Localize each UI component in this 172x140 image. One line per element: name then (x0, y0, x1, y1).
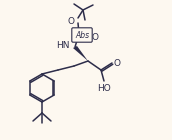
FancyBboxPatch shape (72, 28, 92, 42)
Text: O: O (92, 32, 99, 41)
Text: O: O (113, 59, 120, 67)
Text: HO: HO (97, 84, 111, 93)
Text: HN: HN (56, 41, 70, 51)
Text: O: O (68, 18, 75, 26)
Polygon shape (73, 46, 88, 61)
Text: Abs: Abs (75, 31, 89, 39)
